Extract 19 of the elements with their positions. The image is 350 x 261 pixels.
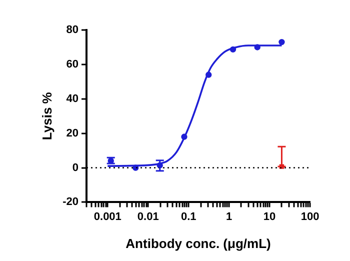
x-tick-label: 0.1 [180, 210, 196, 223]
x-tick-label: 100 [300, 210, 320, 223]
x-tick-label: 10 [263, 210, 276, 223]
y-axis-title: Lysis % [39, 92, 54, 140]
point [230, 46, 236, 53]
point [278, 38, 285, 46]
point [254, 44, 260, 50]
y-tick-label: 20 [66, 127, 78, 140]
x-axis-title: Antibody conc. (μg/mL) [126, 236, 271, 251]
y-tick-label: -20 [62, 196, 78, 208]
x-tick-label: 1 [226, 210, 232, 223]
y-tick-label: 60 [66, 58, 78, 70]
point [181, 134, 188, 140]
point [206, 72, 212, 78]
x-tick-label: 0.01 [137, 210, 159, 223]
y-tick-label: 40 [66, 92, 78, 105]
x-tick-label: 0.001 [94, 210, 122, 223]
y-tick-label: 80 [66, 24, 78, 36]
y-tick-label: 0 [72, 162, 78, 174]
